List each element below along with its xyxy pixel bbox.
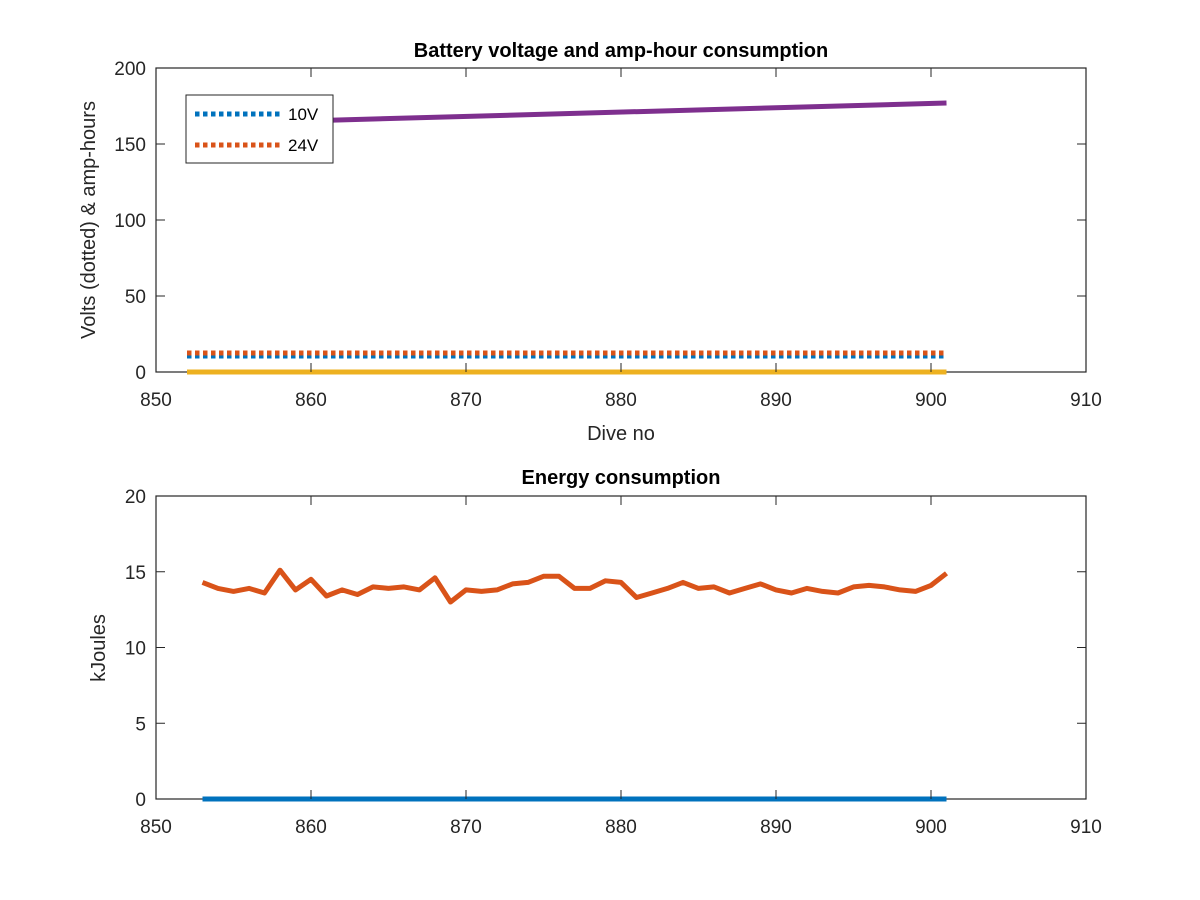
x-tick-label-top: 860	[295, 390, 327, 411]
x-tick-label-bottom: 910	[1070, 817, 1102, 838]
y-tick-label-top: 100	[114, 211, 146, 232]
x-tick-label-top: 900	[915, 390, 947, 411]
legend-label-10v: 10V	[288, 105, 319, 124]
x-tick-label-top: 850	[140, 390, 172, 411]
series-bottom	[201, 567, 949, 802]
x-tick-label-top: 870	[450, 390, 482, 411]
x-tick-label-top: 910	[1070, 390, 1102, 411]
legend-box	[185, 94, 334, 164]
y-axis-label-top: Volts (dotted) & amp-hours	[78, 101, 100, 339]
y-tick-label-top: 0	[135, 363, 146, 384]
axes-box-bottom	[155, 495, 1087, 800]
y-tick-label-bottom: 5	[135, 714, 146, 735]
series-top	[186, 100, 947, 375]
x-axis-label-top: Dive no	[587, 423, 655, 445]
y-tick-label-bottom: 20	[125, 487, 146, 508]
chart-title-bottom: Energy consumption	[522, 467, 721, 489]
x-tick-label-bottom: 850	[140, 817, 172, 838]
x-tick-label-bottom: 890	[760, 817, 792, 838]
y-tick-label-bottom: 0	[135, 790, 146, 811]
x-tick-label-bottom: 870	[450, 817, 482, 838]
x-tick-label-top: 890	[760, 390, 792, 411]
chart-title-top: Battery voltage and amp-hour consumption	[414, 40, 828, 62]
ticks-top: 850 860 870 880 890 900 910 0 50 100 150 200	[114, 59, 1102, 411]
voltage-amphour-axes: 850 860 870 880 890 900 910 0 50 100 150 200 Batter…	[78, 40, 1102, 445]
y-tick-label-top: 150	[114, 135, 146, 156]
x-tick-label-bottom: 900	[915, 817, 947, 838]
x-tick-label-bottom: 880	[605, 817, 637, 838]
x-tick-label-bottom: 860	[295, 817, 327, 838]
y-tick-label-top: 200	[114, 59, 146, 80]
y-tick-label-top: 50	[125, 287, 146, 308]
energy-axes: 850 860 870 880 890 900 910 0 5 10 15 20 Energy con…	[88, 467, 1102, 838]
legend-label-24v: 24V	[288, 136, 319, 155]
series-bottom-1-line	[201, 567, 949, 605]
ticks-bottom: 850 860 870 880 890 900 910 0 5 10 15 20	[125, 487, 1102, 838]
legend: 10V 24V	[185, 94, 334, 164]
y-tick-label-bottom: 15	[125, 563, 146, 584]
y-tick-label-bottom: 10	[125, 639, 146, 660]
y-axis-label-bottom: kJoules	[88, 614, 110, 682]
x-tick-label-top: 880	[605, 390, 637, 411]
